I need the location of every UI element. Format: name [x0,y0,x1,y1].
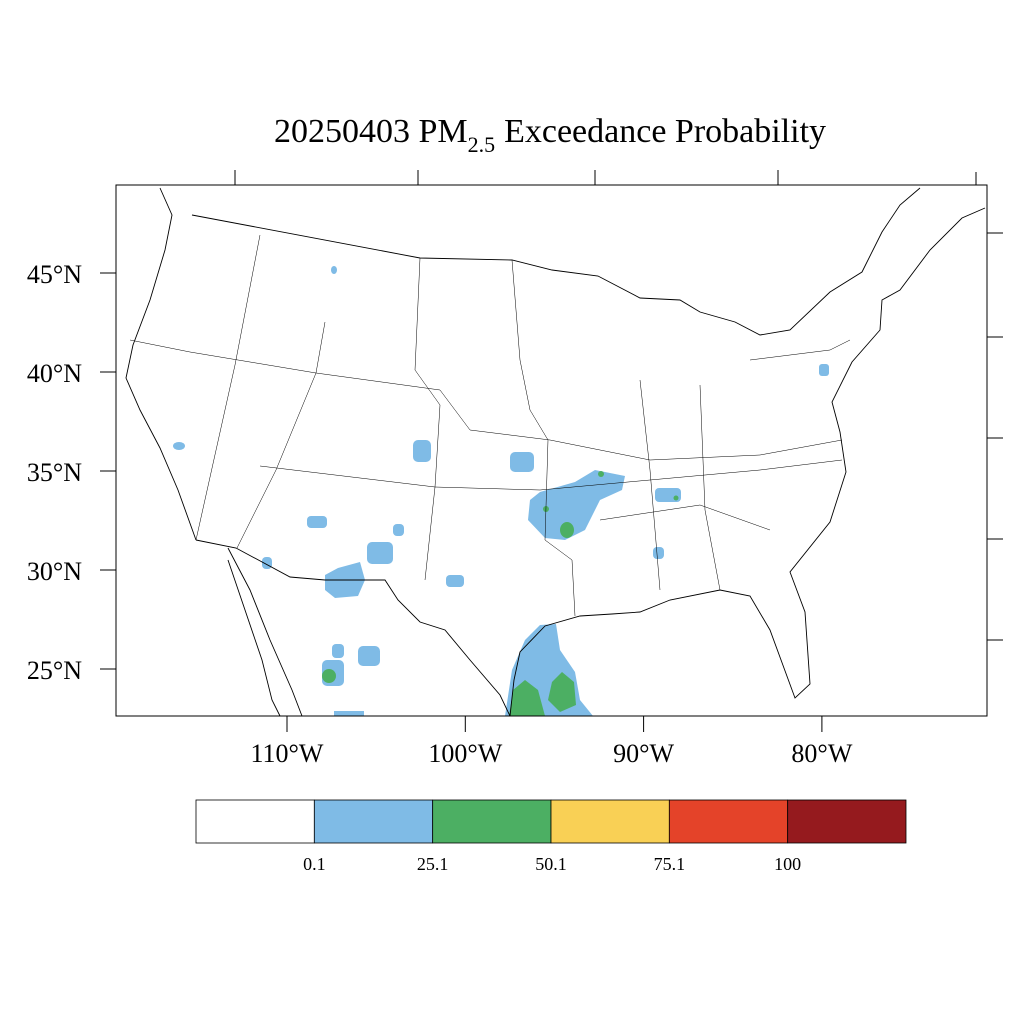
lat-label: 45°N [27,260,82,289]
blob [509,680,545,716]
blob [393,524,404,536]
colorbar-label: 0.1 [303,854,326,874]
blobs [173,266,829,716]
state-line [511,259,576,617]
axis-labels: 45°N 40°N 35°N 30°N 25°N 110°W 100°W 90°W 80°W [27,260,853,768]
border [191,187,921,336]
lon-label: 80°W [791,739,852,768]
state-line [129,339,843,461]
blob [528,470,625,540]
blob [446,575,464,587]
blob [334,711,364,716]
blob [358,646,380,666]
lat-label: 35°N [27,458,82,487]
state-line [749,339,851,361]
colorbar-label: 75.1 [654,854,686,874]
blob [819,364,829,376]
blob [560,522,574,538]
lat-label: 25°N [27,656,82,685]
colorbar-segment [313,799,434,844]
colorbar-segment [668,799,789,844]
colorbar-label: 50.1 [535,854,567,874]
lon-label: 110°W [251,739,324,768]
colorbar-segment [550,799,670,844]
coastline [227,559,281,717]
map [115,170,1003,717]
state-line [236,321,326,549]
title-rest: Exceedance Probability [504,113,826,150]
blob [548,672,576,712]
lat-label: 30°N [27,557,82,586]
border [195,539,511,717]
colorbar-segment [195,799,315,844]
frame-ticks [234,170,1003,641]
blob [413,440,431,462]
state-line [699,384,721,591]
blob [173,442,185,450]
blob [332,644,344,658]
blob [367,542,393,564]
title-subscript: 2.5 [468,132,496,157]
state-line [639,379,661,591]
state-line [414,257,441,581]
colorbar-label: 100 [774,854,801,874]
map-frame [115,184,988,717]
title-text: 20250403 PM [274,113,468,150]
blob [598,471,604,477]
blob [331,266,337,274]
lon-label: 100°W [428,739,502,768]
state-line [599,504,771,531]
coastline [509,207,986,717]
blob [322,669,336,683]
lon-label: 90°W [613,739,674,768]
lat-label: 40°N [27,359,82,388]
state-line [259,459,843,491]
blob [653,547,664,559]
colorbar-label: 25.1 [417,854,449,874]
blob [307,516,327,528]
colorbar: 0.1 25.1 50.1 75.1 100 [195,799,907,874]
coastline [125,187,197,541]
state-line [195,234,261,541]
colorbar-segment [787,799,907,844]
title: 20250403 PM2.5 Exceedance Probability [274,113,826,157]
colorbar-segment [432,799,552,844]
blob [510,452,534,472]
blob [673,495,679,501]
coastline [227,547,303,717]
